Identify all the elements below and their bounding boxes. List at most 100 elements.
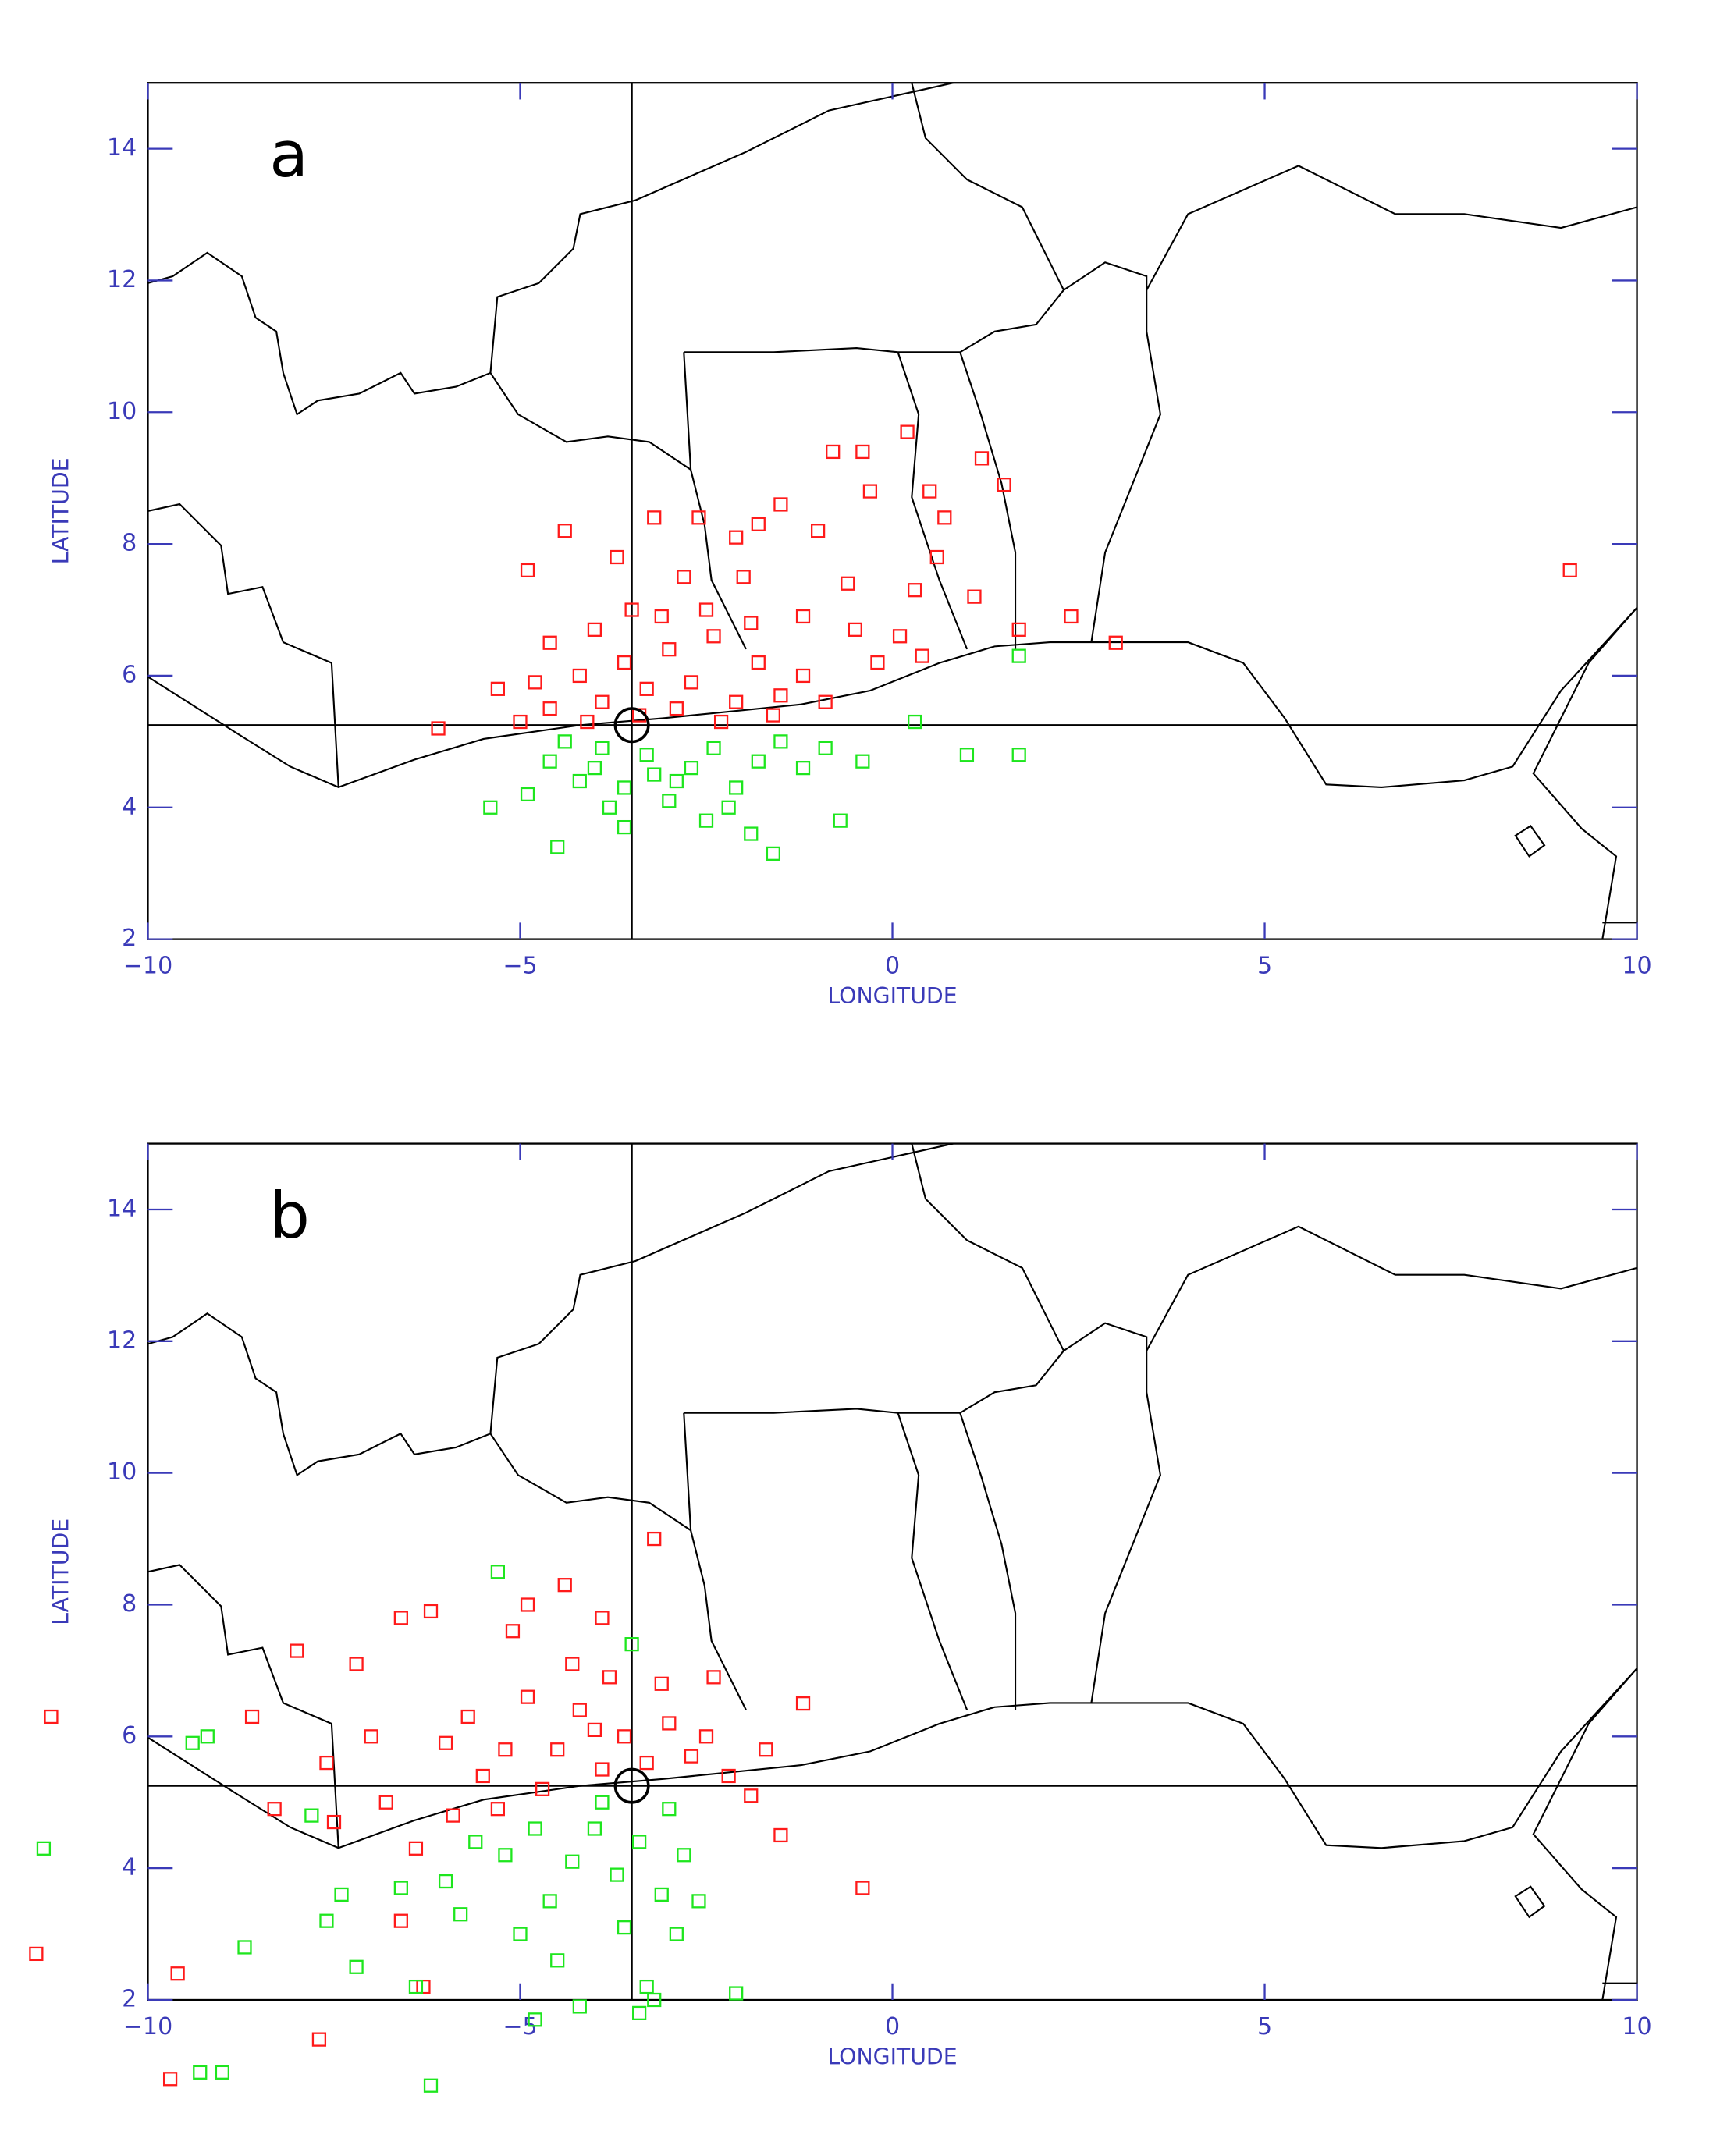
point [684, 761, 699, 776]
point [654, 1676, 669, 1691]
y-tick-label: 8 [122, 1590, 137, 1618]
point [1064, 609, 1079, 624]
point [833, 813, 848, 828]
point [751, 655, 766, 670]
point [773, 734, 788, 749]
y-tick-label: 12 [107, 1327, 137, 1354]
point [908, 583, 922, 598]
point [505, 1624, 521, 1639]
point [304, 1808, 319, 1823]
x-tick-label: 0 [885, 953, 900, 980]
point [408, 1841, 424, 1856]
point [520, 563, 535, 577]
panel: −10 −5 0 5 10 2 4 6 8 10 12 14 LONGITUDE LATITUDE a [48, 82, 1652, 1009]
point [498, 1742, 513, 1757]
point [736, 570, 751, 584]
point [334, 1887, 349, 1902]
point [498, 1848, 513, 1863]
point [1011, 748, 1026, 762]
point [974, 451, 990, 466]
point [862, 484, 878, 499]
point [595, 694, 610, 709]
point [557, 734, 572, 749]
point [393, 1881, 408, 1895]
point [431, 721, 446, 736]
point [408, 1979, 424, 1994]
point [669, 773, 684, 789]
point [162, 2072, 178, 2087]
point [572, 1703, 587, 1717]
point [542, 1894, 557, 1909]
x-axis-label: LONGITUDE [827, 983, 957, 1009]
point [684, 1749, 699, 1764]
point [438, 1735, 453, 1750]
y-tick-label: 6 [122, 661, 137, 688]
point [460, 1709, 475, 1724]
point [557, 1578, 572, 1593]
point [826, 444, 841, 460]
point [1108, 635, 1123, 650]
x-tick-label: 0 [885, 2013, 900, 2041]
point [662, 1716, 677, 1731]
point [1011, 648, 1026, 663]
point [855, 754, 870, 769]
point [662, 794, 677, 808]
point [528, 675, 542, 690]
x-tick-label: 5 [1257, 953, 1272, 980]
point [848, 622, 862, 637]
point [997, 478, 1011, 492]
point [647, 767, 662, 782]
point [1562, 563, 1577, 577]
point [393, 1611, 408, 1625]
point [624, 1637, 639, 1652]
y-tick-label: 4 [122, 793, 137, 820]
point [200, 1729, 215, 1744]
x-axis-label: LONGITUDE [827, 2044, 957, 2069]
point [528, 1821, 542, 1836]
point [795, 668, 811, 684]
x-tick-label: 10 [1622, 2013, 1651, 2041]
point [595, 1795, 610, 1810]
point [513, 1927, 528, 1941]
point [967, 589, 982, 604]
point [244, 1709, 260, 1724]
point [490, 681, 505, 696]
point [453, 1907, 468, 1922]
point [438, 1874, 453, 1889]
point [483, 800, 498, 815]
point [744, 616, 759, 630]
point [349, 1657, 364, 1671]
y-tick-label: 6 [122, 1722, 137, 1749]
point [319, 1913, 334, 1928]
point [677, 570, 691, 584]
point [617, 655, 632, 670]
point [468, 1835, 483, 1849]
point [595, 1611, 610, 1625]
point [751, 517, 766, 531]
point [617, 1920, 632, 1935]
point [326, 1814, 342, 1830]
point [773, 688, 788, 703]
point [795, 609, 811, 624]
point [892, 629, 908, 644]
point [759, 1742, 773, 1757]
point [662, 642, 677, 657]
point [550, 1742, 565, 1757]
point [572, 1999, 587, 2014]
point [617, 1729, 632, 1744]
reference-point [613, 707, 650, 744]
point [706, 1670, 721, 1685]
point [610, 1867, 624, 1882]
point [542, 701, 557, 716]
point [237, 1940, 252, 1955]
point [870, 655, 885, 670]
point [654, 609, 669, 624]
y-tick-label: 10 [107, 1458, 137, 1486]
point [542, 754, 557, 769]
reference-point [613, 1767, 650, 1804]
panel-letter: b [269, 1178, 310, 1252]
point [959, 748, 975, 762]
point [587, 761, 602, 776]
point [311, 2032, 327, 2047]
